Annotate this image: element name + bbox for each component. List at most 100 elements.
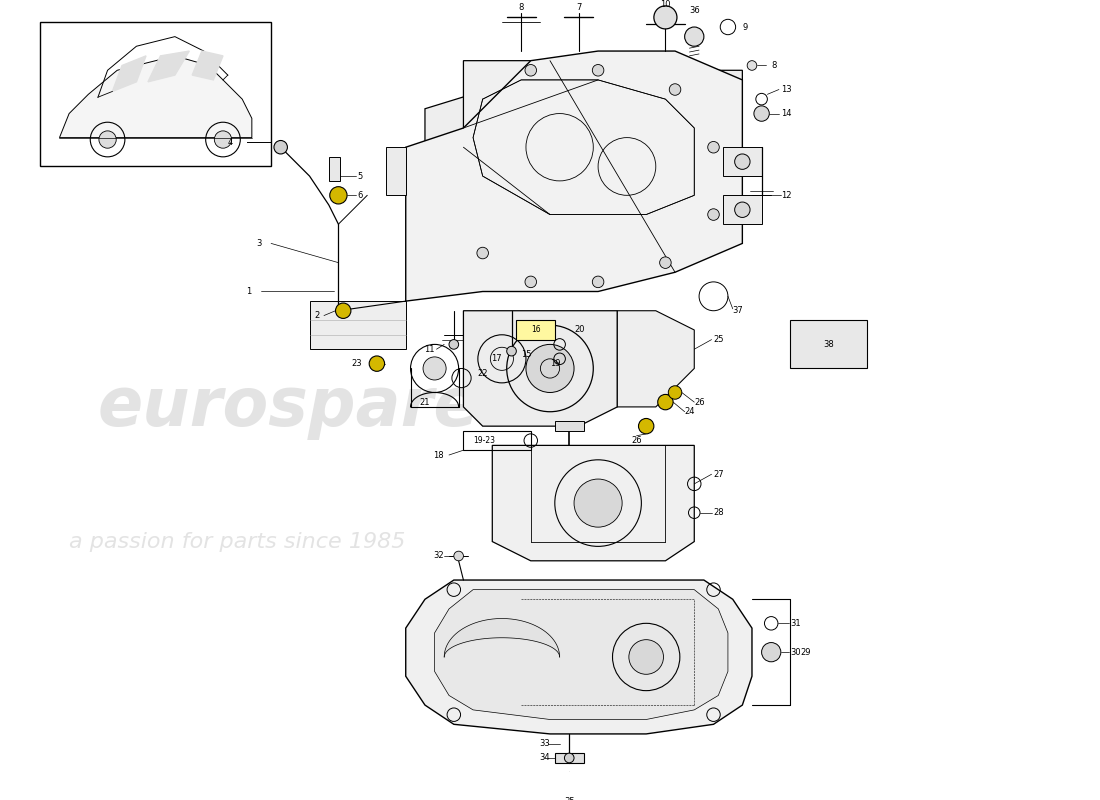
Circle shape xyxy=(336,303,351,318)
Text: 12: 12 xyxy=(781,191,791,200)
Text: 37: 37 xyxy=(733,306,744,315)
Circle shape xyxy=(653,6,676,29)
Polygon shape xyxy=(463,138,550,243)
Text: 6: 6 xyxy=(358,191,363,200)
Circle shape xyxy=(99,131,117,148)
Text: 21: 21 xyxy=(420,398,430,406)
Circle shape xyxy=(669,84,681,95)
Text: 10: 10 xyxy=(660,0,671,10)
Circle shape xyxy=(638,418,653,434)
Text: 8: 8 xyxy=(518,3,524,12)
Polygon shape xyxy=(493,446,694,561)
Text: 5: 5 xyxy=(358,171,363,181)
Text: 18: 18 xyxy=(433,450,444,459)
Circle shape xyxy=(754,106,769,122)
Polygon shape xyxy=(425,70,742,224)
Circle shape xyxy=(564,753,574,762)
Bar xyxy=(329,157,340,181)
Circle shape xyxy=(658,394,673,410)
Circle shape xyxy=(274,141,287,154)
Text: eurospares: eurospares xyxy=(98,374,519,440)
Circle shape xyxy=(526,344,574,393)
Text: 35: 35 xyxy=(564,797,574,800)
Text: 33: 33 xyxy=(539,739,550,748)
Text: 32: 32 xyxy=(433,551,444,561)
Bar xyxy=(554,753,584,762)
Polygon shape xyxy=(463,61,723,176)
Text: 13: 13 xyxy=(781,85,792,94)
Polygon shape xyxy=(112,56,146,91)
Text: 3: 3 xyxy=(256,239,262,248)
Polygon shape xyxy=(192,51,223,80)
Polygon shape xyxy=(406,580,752,734)
Circle shape xyxy=(707,209,719,220)
Text: 23: 23 xyxy=(352,359,362,368)
Bar xyxy=(463,431,531,450)
Circle shape xyxy=(507,346,516,356)
Circle shape xyxy=(525,276,537,288)
Text: 7: 7 xyxy=(576,3,582,12)
Circle shape xyxy=(707,142,719,153)
Polygon shape xyxy=(723,147,761,176)
Text: 16: 16 xyxy=(531,326,540,334)
Circle shape xyxy=(330,186,348,204)
Text: 15: 15 xyxy=(520,350,531,358)
Circle shape xyxy=(370,356,385,371)
Text: 29: 29 xyxy=(800,648,811,657)
Circle shape xyxy=(747,61,757,70)
Text: 4: 4 xyxy=(228,138,232,147)
Circle shape xyxy=(214,131,232,148)
Text: 8: 8 xyxy=(771,61,777,70)
Polygon shape xyxy=(463,310,617,426)
Text: 30: 30 xyxy=(791,648,801,657)
Polygon shape xyxy=(59,56,252,138)
Circle shape xyxy=(525,65,537,76)
Polygon shape xyxy=(406,51,742,301)
Circle shape xyxy=(449,339,459,350)
Text: 25: 25 xyxy=(714,335,724,344)
Text: 2: 2 xyxy=(314,311,319,320)
Circle shape xyxy=(454,551,463,561)
Text: 20: 20 xyxy=(574,326,584,334)
Text: 28: 28 xyxy=(714,508,724,518)
Circle shape xyxy=(477,247,488,258)
Polygon shape xyxy=(434,590,728,719)
Text: 11: 11 xyxy=(425,345,435,354)
Text: 38: 38 xyxy=(824,340,834,349)
Circle shape xyxy=(669,386,682,399)
Bar xyxy=(554,422,584,431)
Polygon shape xyxy=(386,147,406,195)
Circle shape xyxy=(629,640,663,674)
Polygon shape xyxy=(617,310,694,407)
Text: 22: 22 xyxy=(477,369,488,378)
Circle shape xyxy=(424,357,447,380)
Circle shape xyxy=(592,65,604,76)
Circle shape xyxy=(574,479,623,527)
Text: 1: 1 xyxy=(246,287,252,296)
Text: 36: 36 xyxy=(689,6,700,15)
Text: 34: 34 xyxy=(539,754,550,762)
Text: 24: 24 xyxy=(684,407,695,416)
Bar xyxy=(41,22,271,166)
Text: 31: 31 xyxy=(791,619,801,628)
Circle shape xyxy=(592,276,604,288)
Circle shape xyxy=(660,257,671,269)
Circle shape xyxy=(735,154,750,170)
Polygon shape xyxy=(148,51,189,82)
Polygon shape xyxy=(723,195,761,224)
Polygon shape xyxy=(309,301,406,350)
Text: 14: 14 xyxy=(781,109,791,118)
Text: 26: 26 xyxy=(694,398,705,406)
Text: 19: 19 xyxy=(550,359,561,368)
Text: 27: 27 xyxy=(714,470,724,478)
Bar xyxy=(791,320,868,369)
Bar xyxy=(516,320,554,339)
Text: a passion for parts since 1985: a passion for parts since 1985 xyxy=(69,531,406,551)
Circle shape xyxy=(761,642,781,662)
Text: 9: 9 xyxy=(742,22,748,31)
Text: 19-23: 19-23 xyxy=(473,436,495,445)
Circle shape xyxy=(735,202,750,218)
Text: 17: 17 xyxy=(492,354,502,363)
Circle shape xyxy=(684,27,704,46)
Text: 26: 26 xyxy=(631,436,642,445)
